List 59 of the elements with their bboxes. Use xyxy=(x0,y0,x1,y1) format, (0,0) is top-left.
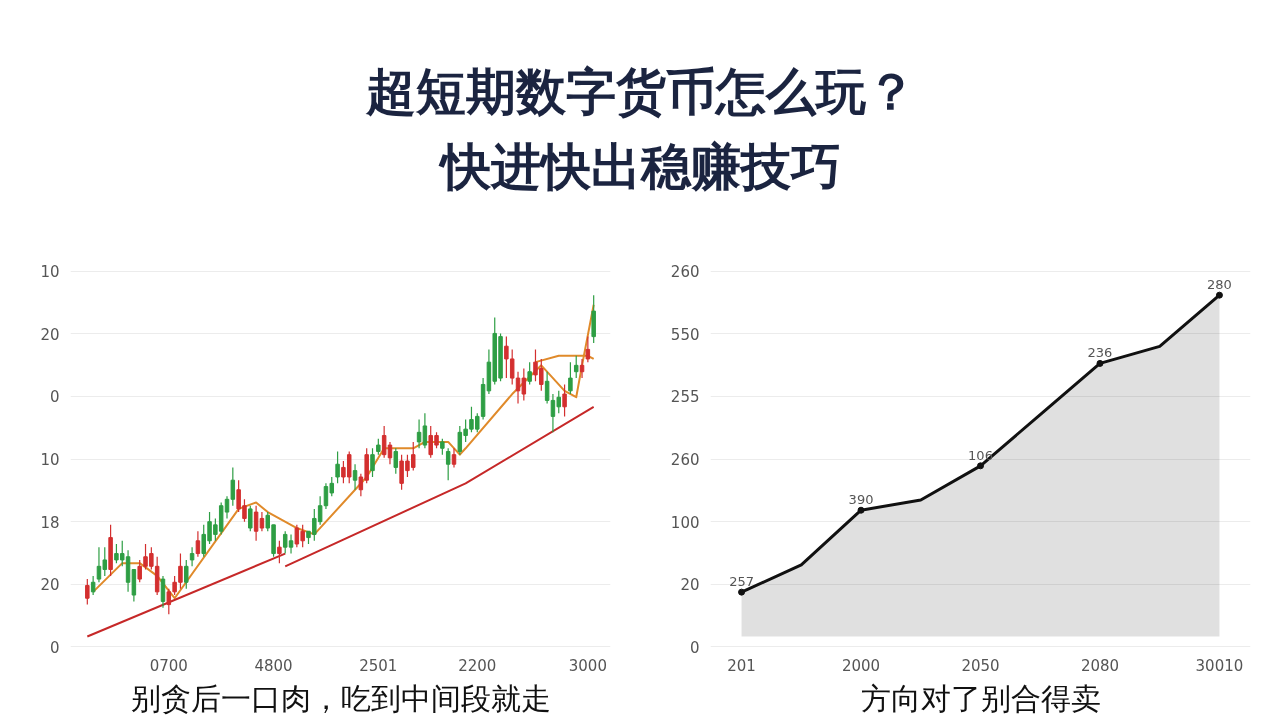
x-tick-label: 2000 xyxy=(841,656,881,675)
x-tick-label: 0700 xyxy=(149,656,188,675)
candlestick xyxy=(230,466,236,507)
text: 20 xyxy=(40,576,60,595)
point xyxy=(977,462,984,470)
candlestick xyxy=(352,463,358,491)
x-tick-label: 2080 xyxy=(1080,656,1120,675)
candlestick xyxy=(160,575,166,609)
text: 20 xyxy=(40,325,60,344)
text: 10 xyxy=(40,263,60,282)
text: 260 xyxy=(670,451,700,469)
candlestick xyxy=(85,578,90,606)
text: 260 xyxy=(670,263,700,282)
point xyxy=(857,506,865,514)
candlestick xyxy=(573,355,579,379)
x-tick-label: 201 xyxy=(727,656,756,675)
candlestick xyxy=(585,336,591,363)
point xyxy=(738,588,746,596)
text: 255 xyxy=(670,388,700,407)
annotation: 106 xyxy=(968,447,993,463)
candlestick xyxy=(248,505,253,532)
text: 0 xyxy=(49,388,60,407)
x-tick-label: 30010 xyxy=(1195,656,1244,675)
annotation: 257 xyxy=(729,574,754,590)
text: 快进快出稳赚技巧 xyxy=(437,137,841,196)
text: 0 xyxy=(689,638,700,657)
candlestick xyxy=(527,361,532,386)
candlestick xyxy=(90,575,96,596)
annotation: 236 xyxy=(1087,345,1113,361)
x-tick-label: 2200 xyxy=(458,656,497,675)
candlestick xyxy=(335,450,340,484)
x-tick-label: 2501 xyxy=(359,656,398,675)
text: 20 xyxy=(680,576,700,595)
candlestick xyxy=(277,540,282,564)
annotation: 280 xyxy=(1207,277,1232,293)
candlestick xyxy=(189,546,195,567)
point xyxy=(1096,359,1104,367)
candlestick xyxy=(393,447,399,475)
point xyxy=(1215,291,1223,299)
text: 方向对了别合得卖 xyxy=(860,680,1101,716)
candlestick xyxy=(451,447,457,469)
candlestick xyxy=(544,371,550,405)
text: 0 xyxy=(49,638,60,657)
text: 18 xyxy=(40,513,60,532)
x-tick-label: 2050 xyxy=(961,656,1000,675)
x-tick-label: 4800 xyxy=(254,656,293,675)
candlestick xyxy=(568,361,573,395)
text: 550 xyxy=(670,325,700,344)
text: 100 xyxy=(670,513,700,532)
candlestick xyxy=(184,559,189,590)
annotation: 390 xyxy=(848,492,874,508)
text: 10 xyxy=(40,451,60,469)
candlestick xyxy=(562,383,567,417)
text: 别贪后一口肉，吃到中间段就走 xyxy=(130,680,551,716)
candlestick xyxy=(195,530,201,558)
candlestick xyxy=(370,447,375,478)
text: 超短期数字货币怎么玩？ xyxy=(364,62,916,121)
candlestick xyxy=(445,447,451,481)
x-tick-label: 3000 xyxy=(568,656,607,675)
